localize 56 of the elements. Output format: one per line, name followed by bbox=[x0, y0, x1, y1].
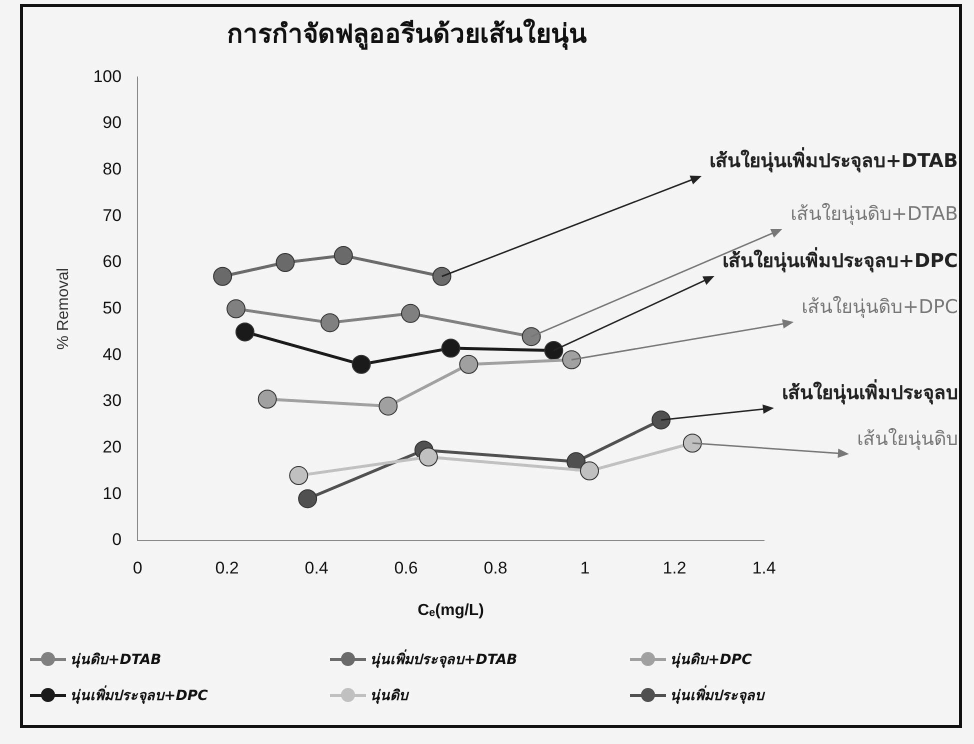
x-axis-title: Cₑ(mg/L) bbox=[418, 602, 484, 619]
point bbox=[320, 313, 340, 332]
point bbox=[418, 448, 438, 467]
y-tick-label: 0 bbox=[112, 530, 122, 550]
point bbox=[432, 266, 452, 286]
point bbox=[352, 354, 371, 374]
point bbox=[459, 354, 478, 374]
x-tick-label: 1 bbox=[580, 558, 590, 578]
y-tick-label: 40 bbox=[102, 344, 122, 364]
point bbox=[226, 299, 246, 318]
point bbox=[544, 340, 564, 360]
x-tick-label: 1.2 bbox=[662, 558, 686, 578]
legend-label: นุ่นดิบ bbox=[370, 687, 408, 706]
annotation: เส้นใยนุ่นเพิ่มประจุลบ bbox=[782, 378, 958, 405]
y-tick-label: 80 bbox=[102, 160, 122, 179]
point bbox=[298, 489, 318, 508]
point bbox=[258, 390, 277, 409]
annotation: เส้นใยนุ่นดิบ+DPC bbox=[802, 296, 958, 319]
x-tick-label: 0.8 bbox=[484, 558, 508, 578]
chart-title: การกำจัดฟลูออรีนด้วยเส้นใยนุ่น bbox=[227, 18, 587, 50]
point bbox=[441, 338, 460, 358]
y-tick-label: 90 bbox=[102, 113, 122, 132]
y-tick-label: 10 bbox=[102, 484, 122, 503]
point bbox=[562, 350, 582, 370]
legend-label: นุ่นเพิ่มประจุลบ bbox=[670, 684, 764, 706]
point bbox=[289, 466, 308, 486]
point bbox=[334, 246, 353, 266]
point bbox=[378, 396, 398, 416]
x-tick-label: 1.4 bbox=[752, 558, 776, 578]
annotation: เส้นใยนุ่นเพิ่มประจุลบ+DPC bbox=[722, 246, 958, 273]
y-tick-label: 100 bbox=[93, 66, 122, 86]
x-tick-label: 0.6 bbox=[394, 558, 418, 578]
point bbox=[682, 434, 702, 453]
y-tick-label: 60 bbox=[102, 252, 122, 272]
point bbox=[276, 252, 295, 272]
point bbox=[580, 461, 599, 480]
x-tick-label: 0.4 bbox=[304, 558, 328, 578]
annotation: เส้นใยนุ่นเพิ่มประจุลบ+DTAB bbox=[710, 146, 958, 173]
point bbox=[652, 410, 671, 430]
y-axis-title: % Removal bbox=[55, 268, 72, 350]
point bbox=[522, 327, 541, 346]
annotation: เส้นใยนุ่นดิบ bbox=[857, 428, 958, 451]
legend-label: นุ่นเพิ่มประจุลบ+DTAB bbox=[370, 648, 518, 670]
legend-label: นุ่นดิบ+DPC bbox=[670, 651, 752, 670]
point bbox=[401, 304, 420, 323]
point bbox=[235, 322, 254, 342]
y-tick-label: 70 bbox=[102, 206, 122, 225]
x-tick-label: 0 bbox=[132, 558, 142, 578]
annotation: เส้นใยนุ่นดิบ+DTAB bbox=[790, 202, 958, 226]
y-tick-label: 50 bbox=[102, 298, 122, 318]
y-tick-label: 20 bbox=[102, 437, 122, 456]
y-tick-label: 30 bbox=[102, 391, 122, 410]
point bbox=[213, 266, 232, 286]
legend-label: นุ่นเพิ่มประจุลบ+DPC bbox=[70, 684, 208, 706]
x-tick-label: 0.2 bbox=[215, 558, 239, 578]
legend-label: นุ่นดิบ+DTAB bbox=[70, 651, 162, 670]
